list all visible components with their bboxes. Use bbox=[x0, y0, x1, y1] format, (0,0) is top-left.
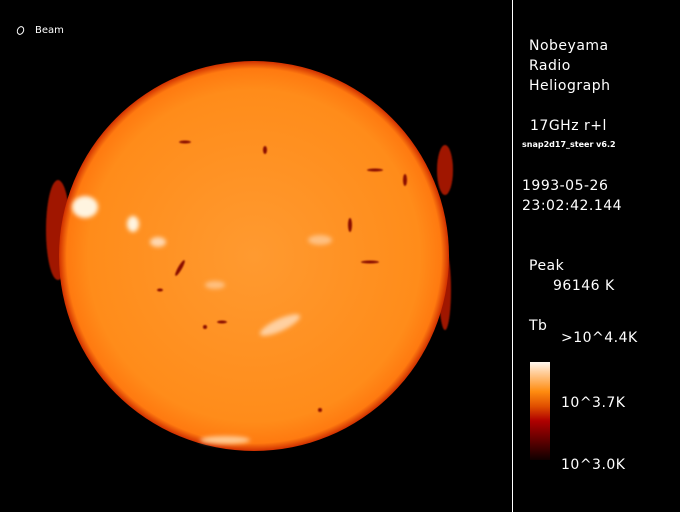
peak-value: 96146 K bbox=[553, 278, 615, 294]
observatory-line1: Nobeyama bbox=[529, 38, 609, 54]
tb-label: Tb bbox=[529, 318, 548, 334]
observation-date: 1993-05-26 bbox=[522, 178, 609, 194]
observation-time: 23:02:42.144 bbox=[522, 198, 623, 214]
bright-regions bbox=[72, 196, 332, 444]
brightness-colorbar bbox=[530, 362, 550, 460]
frequency-label: 17GHz r+l bbox=[530, 118, 607, 134]
beam-label: Beam bbox=[35, 25, 64, 36]
dark-filaments bbox=[157, 140, 407, 412]
scale-max-label: >10^4.4K bbox=[561, 330, 638, 346]
panel-divider bbox=[512, 0, 513, 512]
solar-radio-image bbox=[46, 61, 453, 451]
observatory-line3: Heliograph bbox=[529, 78, 611, 94]
software-version: snap2d17_steer v6.2 bbox=[522, 140, 616, 149]
scale-min-label: 10^3.0K bbox=[561, 457, 626, 473]
peak-label: Peak bbox=[529, 258, 565, 274]
scale-mid-label: 10^3.7K bbox=[561, 395, 626, 411]
observatory-line2: Radio bbox=[529, 58, 571, 74]
solar-disk bbox=[59, 61, 449, 451]
